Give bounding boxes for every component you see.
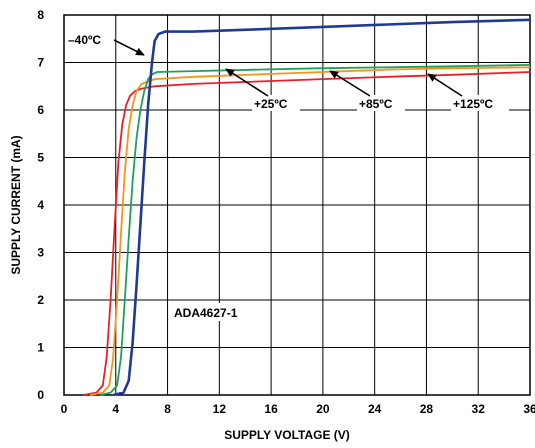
series-label-minus40: –40ºC — [68, 33, 101, 47]
x-tick-label: 32 — [472, 402, 486, 416]
x-tick-label: 0 — [61, 402, 68, 416]
y-axis-title: SUPPLY CURRENT (mA) — [9, 135, 23, 274]
y-tick-label: 5 — [37, 151, 44, 165]
x-tick-label: 36 — [523, 402, 535, 416]
series-label-85: +85ºC — [359, 97, 393, 111]
y-tick-label: 6 — [37, 103, 44, 117]
x-tick-label: 8 — [164, 402, 171, 416]
plot-frame — [63, 14, 531, 396]
series-line-1 — [89, 66, 531, 396]
annotations: –40ºC +25ºC +85ºC +125ºC ADA4627-1 — [66, 31, 509, 321]
arrow-25 — [225, 68, 269, 97]
label-bg-85 — [357, 95, 405, 111]
series-label-125: +125ºC — [453, 97, 493, 111]
series-line-2 — [99, 64, 531, 396]
y-tick-label: 8 — [37, 8, 44, 22]
y-tick-label: 0 — [37, 388, 44, 402]
arrow-85 — [329, 70, 371, 97]
x-tick-label: 16 — [264, 402, 278, 416]
label-bg-minus40 — [66, 31, 114, 47]
y-tick-label: 3 — [37, 246, 44, 260]
series-line-3 — [112, 18, 531, 397]
arrow-125 — [427, 73, 463, 97]
series-line-0 — [83, 71, 531, 396]
label-bg-125 — [451, 95, 509, 111]
x-tick-label: 20 — [316, 402, 330, 416]
x-tick-label: 4 — [112, 402, 119, 416]
x-tick-label: 24 — [368, 402, 382, 416]
annotation-bg — [172, 303, 248, 321]
y-tick-label: 4 — [37, 198, 44, 212]
series-layer — [83, 18, 531, 397]
x-tick-label: 12 — [213, 402, 227, 416]
part-number-label: ADA4627-1 — [174, 306, 238, 320]
y-tick-label: 1 — [37, 341, 44, 355]
series-label-25: +25ºC — [254, 97, 288, 111]
x-axis-title: SUPPLY VOLTAGE (V) — [224, 428, 350, 442]
y-tick-label: 2 — [37, 293, 44, 307]
label-bg-25 — [252, 95, 300, 111]
y-tick-label: 7 — [37, 56, 44, 70]
arrow-minus40 — [113, 39, 145, 56]
x-tick-label: 28 — [420, 402, 434, 416]
